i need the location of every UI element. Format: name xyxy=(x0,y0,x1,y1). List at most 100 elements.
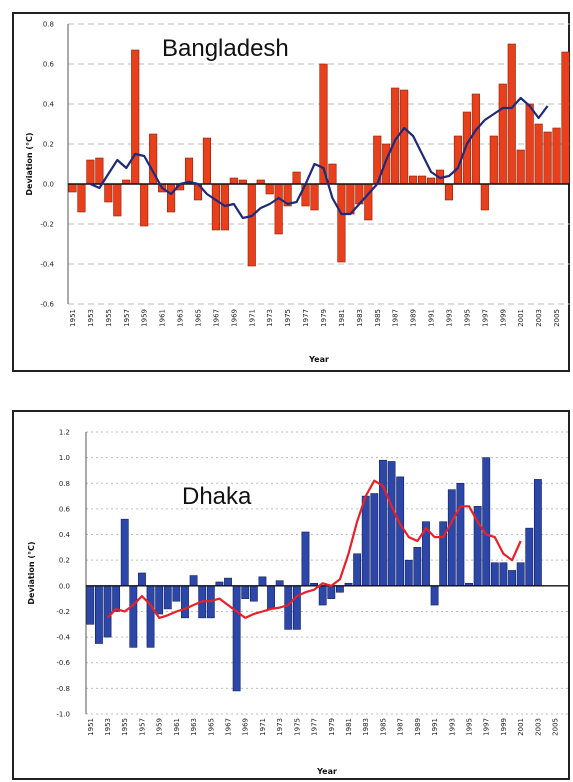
bangladesh-bar xyxy=(310,183,319,211)
dhaka-xtick-label: 1991 xyxy=(431,718,439,736)
dhaka-xtick-label: 1963 xyxy=(190,718,198,736)
dhaka-xtick-label: 1983 xyxy=(362,718,370,736)
bangladesh-xtick-label: 1969 xyxy=(230,309,238,327)
bangladesh-bar xyxy=(229,177,238,185)
dhaka-bar xyxy=(413,547,422,587)
dhaka-bar xyxy=(370,493,379,587)
bangladesh-ytick-label: -0.2 xyxy=(40,221,54,229)
bangladesh-bar xyxy=(480,183,489,211)
bangladesh-ytick-label: -0.4 xyxy=(40,261,54,269)
dhaka-xtick-label: 1961 xyxy=(173,718,181,736)
dhaka-x-axis-title: Year xyxy=(316,767,337,776)
dhaka-bar xyxy=(525,527,534,587)
bangladesh-bar xyxy=(552,127,561,185)
dhaka-bar xyxy=(232,585,241,692)
dhaka-chart-panel: 1.2 1.0 0.8 0.6 0.4 0.2 0.0 -0.2 -0.4 -0.6 -0.8 -1.… xyxy=(12,410,570,780)
bangladesh-bar xyxy=(292,171,301,185)
dhaka-ytick-label: 0.2 xyxy=(59,557,70,565)
bangladesh-xtick-label: 1957 xyxy=(123,309,131,327)
dhaka-bar xyxy=(327,585,336,599)
bangladesh-xtick-label: 1985 xyxy=(374,309,382,327)
dhaka-xtick-label: 1995 xyxy=(466,718,474,736)
bangladesh-bar xyxy=(211,183,220,231)
dhaka-bar xyxy=(335,585,344,593)
bangladesh-xtick-label: 1997 xyxy=(481,309,489,327)
bangladesh-xtick-label: 1953 xyxy=(87,309,95,327)
dhaka-xtick-label: 1981 xyxy=(345,718,353,736)
dhaka-bar xyxy=(163,585,172,610)
dhaka-bar xyxy=(94,585,103,644)
bangladesh-xtick-label: 1981 xyxy=(338,309,346,327)
bangladesh-xtick-label: 2005 xyxy=(553,309,561,327)
bangladesh-bar xyxy=(400,89,409,185)
dhaka-bar xyxy=(508,570,516,587)
dhaka-bar xyxy=(172,585,181,602)
bangladesh-xtick-label: 1995 xyxy=(463,309,471,327)
bangladesh-xtick-label: 1975 xyxy=(284,309,292,327)
dhaka-bar xyxy=(284,585,293,630)
dhaka-bar xyxy=(456,482,465,587)
dhaka-ytick-label: -0.8 xyxy=(56,685,70,693)
bangladesh-ytick-label: 0.6 xyxy=(43,61,55,69)
bangladesh-ytick-label: 0.0 xyxy=(43,181,54,189)
dhaka-bar xyxy=(249,585,258,602)
dhaka-bar xyxy=(361,495,370,587)
bangladesh-xtick-label: 1999 xyxy=(499,309,507,327)
bangladesh-xtick-label: 1961 xyxy=(159,309,167,327)
bangladesh-xtick-label: 1991 xyxy=(428,309,436,327)
dhaka-bar xyxy=(490,562,499,587)
bangladesh-bar xyxy=(516,149,525,185)
dhaka-ytick-label: 0.6 xyxy=(59,505,71,513)
bangladesh-xtick-label: 1965 xyxy=(194,309,202,327)
dhaka-bar xyxy=(318,585,327,606)
bangladesh-chart-panel: 0.8 0.6 0.4 0.2 0.0 -0.2 -0.4 -0.6 1951 1953 1955 1… xyxy=(12,12,570,372)
dhaka-chart-svg: 1.2 1.0 0.8 0.6 0.4 0.2 0.0 -0.2 -0.4 -0.6 -0.8 -1.… xyxy=(27,429,568,776)
dhaka-xtick-label: 1959 xyxy=(156,718,164,736)
dhaka-xtick-label: 1985 xyxy=(379,718,387,736)
bangladesh-bar xyxy=(86,159,95,185)
bangladesh-xtick-label: 1955 xyxy=(105,309,113,327)
bangladesh-bar xyxy=(167,183,176,213)
dhaka-bar xyxy=(447,489,456,587)
bangladesh-xtick-label: 2001 xyxy=(517,309,525,327)
bangladesh-ytick-label: 0.2 xyxy=(43,141,54,149)
bangladesh-bar xyxy=(77,183,86,213)
bangladesh-xtick-label: 1963 xyxy=(177,309,185,327)
bangladesh-bar xyxy=(489,135,498,185)
bangladesh-bar xyxy=(543,131,552,185)
dhaka-xtick-label: 1973 xyxy=(276,718,284,736)
dhaka-bar xyxy=(146,585,155,648)
dhaka-bar xyxy=(155,585,164,615)
bangladesh-bar xyxy=(95,157,104,185)
dhaka-bar xyxy=(181,585,189,619)
bangladesh-xtick-label: 1967 xyxy=(212,309,220,327)
bangladesh-trend-line xyxy=(89,96,549,220)
bangladesh-bar xyxy=(68,183,77,193)
bangladesh-bar xyxy=(534,123,543,185)
bangladesh-bar xyxy=(247,183,256,267)
dhaka-bar xyxy=(267,585,275,610)
bangladesh-bar xyxy=(265,183,274,195)
dhaka-bar xyxy=(189,575,198,587)
dhaka-xtick-label: 1977 xyxy=(311,718,319,736)
bangladesh-xtick-label: 1993 xyxy=(445,309,453,327)
bangladesh-bar xyxy=(184,157,194,185)
bangladesh-xtick-label: 2003 xyxy=(535,309,543,327)
dhaka-ytick-label: 1.0 xyxy=(59,454,70,462)
dhaka-bar xyxy=(120,518,129,587)
dhaka-bar xyxy=(430,585,439,606)
dhaka-ytick-label: -1.0 xyxy=(56,711,70,719)
dhaka-y-axis-title: Deviation (°C) xyxy=(27,541,36,604)
bangladesh-bar xyxy=(202,137,212,185)
dhaka-xtick-label: 1975 xyxy=(293,718,301,736)
dhaka-bar xyxy=(241,585,250,599)
bangladesh-bar xyxy=(113,183,122,217)
dhaka-ytick-label: 0.0 xyxy=(59,582,70,590)
bangladesh-bar xyxy=(561,51,570,185)
dhaka-xtick-label: 1989 xyxy=(414,718,422,736)
dhaka-xtick-label: 1955 xyxy=(121,718,129,736)
dhaka-ytick-label: 0.4 xyxy=(59,531,71,539)
dhaka-xtick-label: 1993 xyxy=(448,718,456,736)
dhaka-bar xyxy=(292,585,301,630)
dhaka-bar xyxy=(379,459,387,587)
